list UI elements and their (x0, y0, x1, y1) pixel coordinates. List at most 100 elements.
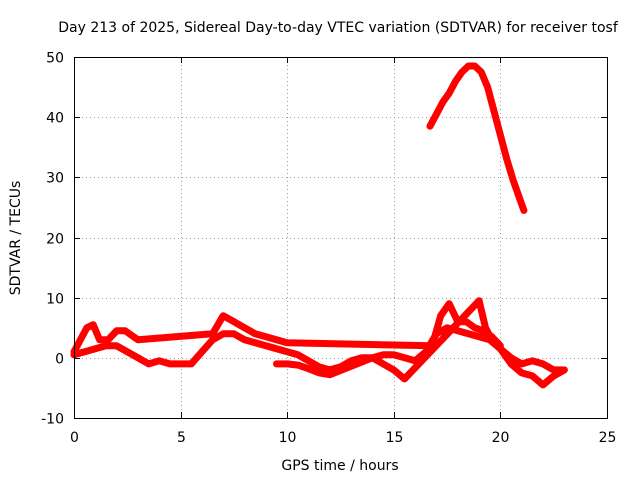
data-point (465, 63, 472, 70)
data-point (241, 336, 248, 343)
y-tick-label: -10 (41, 412, 64, 428)
data-point (446, 90, 453, 97)
data-point (433, 111, 440, 118)
data-point (130, 333, 137, 340)
data-point (488, 336, 495, 343)
data-point (482, 324, 489, 331)
series-low-lower (273, 297, 568, 389)
data-point (471, 63, 478, 70)
data-point (241, 324, 248, 331)
data-point (316, 363, 323, 370)
data-point (220, 312, 227, 319)
y-tick-label: 40 (46, 111, 64, 127)
data-point (284, 348, 291, 355)
data-point (520, 207, 527, 214)
data-point (529, 372, 536, 379)
data-point (503, 156, 510, 163)
data-point (90, 321, 97, 328)
data-point (273, 360, 280, 367)
data-point (188, 360, 195, 367)
data-point (459, 69, 466, 76)
data-point (390, 366, 397, 373)
data-point (369, 354, 376, 361)
data-point (518, 360, 525, 367)
data-point (437, 312, 444, 319)
y-tick-label: 10 (46, 292, 64, 308)
y-axis-label: SDTVAR / TECUs (8, 181, 24, 296)
data-point (516, 195, 523, 202)
data-point (471, 324, 478, 331)
x-tick-label: 20 (492, 430, 510, 446)
data-point (446, 300, 453, 307)
data-point (550, 372, 557, 379)
data-point (273, 336, 280, 343)
data-point (96, 336, 103, 343)
data-point (380, 360, 387, 367)
data-point (124, 348, 131, 355)
y-tick-label: 30 (46, 171, 64, 187)
data-point (484, 84, 491, 91)
series-trace (426, 62, 528, 214)
data-point (145, 360, 152, 367)
data-point (550, 366, 557, 373)
data-point (252, 339, 259, 346)
data-point (497, 132, 504, 139)
data-point (262, 333, 269, 340)
data-point (561, 366, 568, 373)
data-point (454, 327, 461, 334)
data-point (316, 369, 323, 376)
data-point (478, 69, 485, 76)
data-point (102, 342, 109, 349)
series-high-arc (426, 62, 528, 214)
data-point (326, 371, 333, 378)
x-tick-label: 5 (177, 430, 186, 446)
data-point (105, 336, 112, 343)
data-point (81, 348, 88, 355)
data-point (305, 365, 312, 372)
data-point (510, 177, 517, 184)
data-point (294, 351, 301, 358)
data-point (77, 336, 84, 343)
x-tick-label: 25 (599, 430, 617, 446)
data-point (92, 345, 99, 352)
data-point (230, 330, 237, 337)
x-tick-label: 0 (70, 430, 79, 446)
data-point (465, 330, 472, 337)
data-point (518, 369, 525, 376)
data-point (294, 362, 301, 369)
data-point (209, 336, 216, 343)
data-point (401, 375, 408, 382)
data-point (390, 351, 397, 358)
data-point (491, 108, 498, 115)
data-point (401, 354, 408, 361)
data-point (497, 345, 504, 352)
y-tick-label: 0 (55, 352, 64, 368)
data-point (113, 342, 120, 349)
y-tick-label: 50 (46, 51, 64, 67)
data-point (220, 330, 227, 337)
data-point (134, 336, 141, 343)
data-point (452, 78, 459, 85)
data-series (70, 62, 568, 389)
axis-ticks: 0 5 10 15 20 25 -10 0 10 20 30 40 50 (41, 51, 616, 447)
data-point (230, 318, 237, 325)
data-point (122, 327, 129, 334)
data-point (177, 360, 184, 367)
data-point (113, 327, 120, 334)
data-point (83, 324, 90, 331)
data-point (476, 297, 483, 304)
data-point (427, 123, 434, 130)
chart-title: Day 213 of 2025, Sidereal Day-to-day VTE… (58, 20, 619, 36)
data-point (508, 360, 515, 367)
x-tick-label: 10 (279, 430, 297, 446)
data-point (156, 357, 163, 364)
data-point (284, 339, 291, 346)
data-point (529, 357, 536, 364)
data-point (439, 99, 446, 106)
x-tick-label: 15 (386, 430, 404, 446)
data-point (284, 360, 291, 367)
data-point (134, 354, 141, 361)
data-point (209, 330, 216, 337)
data-point (198, 348, 205, 355)
data-point (540, 360, 547, 367)
